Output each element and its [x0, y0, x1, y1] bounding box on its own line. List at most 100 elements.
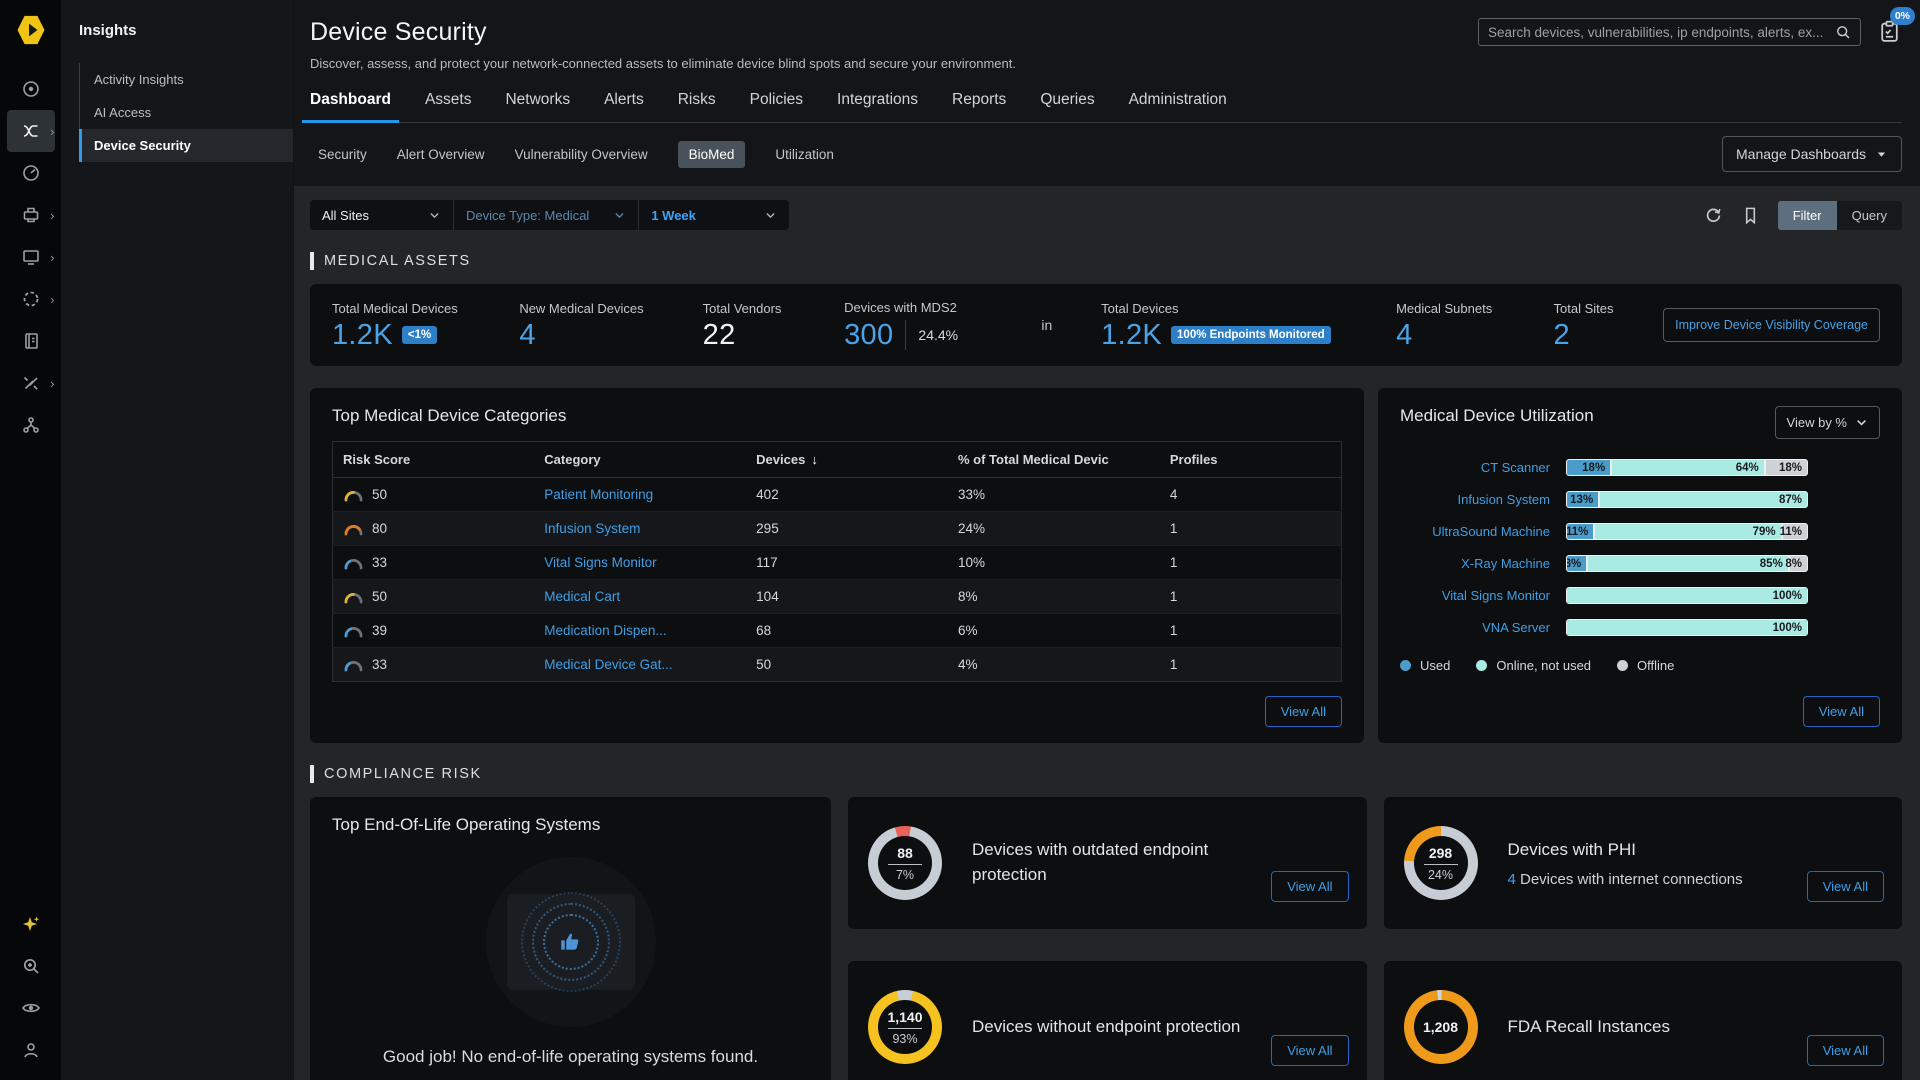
improve-visibility-coverage-button[interactable]: Improve Device Visibility Coverage: [1663, 308, 1880, 342]
page-header: Device Security Discover, assess, and pr…: [294, 0, 1920, 186]
medical-assets-stats: Total Medical Devices1.2K<1%New Medical …: [310, 284, 1902, 366]
subtab-vulnerability-overview[interactable]: Vulnerability Overview: [515, 147, 648, 162]
stat-value-row: 2: [1554, 321, 1664, 350]
category-link[interactable]: Medication Dispen...: [544, 623, 666, 638]
rail-item-ai-sparkle[interactable]: [7, 908, 55, 940]
compliance-card-devices-with-phi: 29824%Devices with PHI4 Devices with int…: [1384, 797, 1903, 929]
chevron-right-icon: ›: [50, 293, 54, 306]
filter-dropdown-2[interactable]: Device Type: Medical: [454, 200, 639, 230]
rail-item-topology[interactable]: [7, 404, 55, 446]
column-header--of-total-medical-devic[interactable]: % of Total Medical Devic: [948, 442, 1160, 478]
risk-score: 50: [343, 588, 524, 605]
donut-card-title: FDA Recall Instances: [1508, 1015, 1671, 1040]
rail-item-insights-flow[interactable]: ›: [7, 110, 55, 152]
filter-button[interactable]: Filter: [1778, 201, 1837, 230]
rail-item-policies[interactable]: [7, 320, 55, 362]
column-header-category[interactable]: Category: [534, 442, 746, 478]
topology-icon: [21, 415, 41, 435]
stacked-bar: 100%: [1566, 587, 1808, 604]
stat-value-row: 1.2K100% Endpoints Monitored: [1101, 321, 1396, 350]
bar-segment-online: 79%: [1593, 524, 1780, 539]
view-all-button[interactable]: View All: [1271, 871, 1348, 902]
stat-total-devices: Total Devices1.2K100% Endpoints Monitore…: [1101, 301, 1396, 350]
stat-badge: <1%: [402, 326, 437, 344]
view-all-button[interactable]: View All: [1807, 871, 1884, 902]
tab-networks[interactable]: Networks: [505, 91, 570, 122]
device-category-link[interactable]: Infusion System: [1400, 492, 1550, 507]
rail-item-gauge[interactable]: [7, 152, 55, 194]
filter-dropdown-3[interactable]: 1 Week: [639, 200, 789, 230]
rail-item-radar[interactable]: [7, 68, 55, 110]
view-all-button[interactable]: View All: [1271, 1035, 1348, 1066]
risk-gauge-icon: [343, 520, 364, 537]
category-link[interactable]: Medical Cart: [544, 589, 620, 604]
dashboard-subtab-row: Security Alert Overview Vulnerability Over…: [310, 123, 1902, 186]
search-icon[interactable]: [1835, 24, 1851, 40]
subtab-alert-overview[interactable]: Alert Overview: [397, 147, 485, 162]
percent-cell: 6%: [948, 614, 1160, 648]
stat-value: 22: [703, 321, 736, 350]
tab-assets[interactable]: Assets: [425, 91, 472, 122]
tab-alerts[interactable]: Alerts: [604, 91, 644, 122]
rail-item-visibility-eye[interactable]: [7, 992, 55, 1024]
tab-risks[interactable]: Risks: [678, 91, 716, 122]
rail-item-tools[interactable]: ›: [7, 362, 55, 404]
device-category-link[interactable]: Vital Signs Monitor: [1400, 588, 1550, 603]
donut-value: 1,140: [887, 1009, 922, 1025]
tab-dashboard[interactable]: Dashboard: [310, 91, 391, 122]
search-input[interactable]: [1488, 25, 1835, 40]
profiles-cell: 1: [1160, 512, 1342, 546]
manage-dashboards-button[interactable]: Manage Dashboards: [1722, 136, 1902, 172]
rail-item-devices[interactable]: ›: [7, 194, 55, 236]
bookmark-icon[interactable]: [1741, 206, 1760, 225]
sidebar-item-activity-insights[interactable]: Activity Insights: [79, 63, 293, 96]
column-header-devices[interactable]: Devices↓: [746, 442, 948, 478]
category-link[interactable]: Medical Device Gat...: [544, 657, 672, 672]
donut-card-info: FDA Recall Instances: [1508, 1015, 1671, 1040]
subtab-security[interactable]: Security: [318, 147, 367, 162]
view-all-button[interactable]: View All: [1807, 1035, 1884, 1066]
refresh-icon[interactable]: [1704, 206, 1723, 225]
brand-logo[interactable]: [13, 12, 49, 48]
tab-policies[interactable]: Policies: [750, 91, 803, 122]
section-title: MEDICAL ASSETS: [324, 253, 471, 269]
filter-dropdown-1[interactable]: All Sites: [310, 200, 454, 230]
table-row: 50Medical Cart1048%1: [333, 580, 1342, 614]
category-link[interactable]: Patient Monitoring: [544, 487, 653, 502]
tab-integrations[interactable]: Integrations: [837, 91, 918, 122]
rail-item-advanced-search[interactable]: [7, 950, 55, 982]
subtab-biomed[interactable]: BioMed: [678, 141, 746, 168]
device-category-link[interactable]: UltraSound Machine: [1400, 524, 1550, 539]
tab-administration[interactable]: Administration: [1129, 91, 1227, 122]
subtab-utilization[interactable]: Utilization: [775, 147, 834, 162]
column-header-profiles[interactable]: Profiles: [1160, 442, 1342, 478]
view-by-dropdown[interactable]: View by %: [1775, 406, 1880, 439]
risk-gauge-icon: [343, 486, 364, 503]
utilization-card: Medical Device Utilization View by % CT …: [1378, 388, 1902, 743]
dashboard-subtabs: Security Alert Overview Vulnerability Over…: [318, 141, 834, 168]
card-title: Medical Device Utilization: [1400, 406, 1594, 426]
tab-reports[interactable]: Reports: [952, 91, 1006, 122]
tab-queries[interactable]: Queries: [1040, 91, 1094, 122]
rail-item-user[interactable]: [7, 1034, 55, 1066]
category-link[interactable]: Vital Signs Monitor: [544, 555, 656, 570]
rail-item-segmentation[interactable]: ›: [7, 278, 55, 320]
stat-medical-subnets: Medical Subnets4: [1396, 301, 1553, 350]
view-all-button[interactable]: View All: [1265, 696, 1342, 727]
rail-item-displays[interactable]: ›: [7, 236, 55, 278]
chevron-down-icon: [1855, 416, 1868, 429]
device-category-link[interactable]: VNA Server: [1400, 620, 1550, 635]
category-link[interactable]: Infusion System: [544, 521, 640, 536]
donut-chart: 29824%: [1404, 826, 1478, 900]
query-button[interactable]: Query: [1837, 201, 1902, 230]
view-all-button[interactable]: View All: [1803, 696, 1880, 727]
internet-connections-link[interactable]: 4 Devices with internet connections: [1508, 871, 1743, 888]
device-category-link[interactable]: X-Ray Machine: [1400, 556, 1550, 571]
stats-connector-label: in: [1041, 317, 1101, 333]
sidebar-item-device-security[interactable]: Device Security: [79, 129, 293, 162]
sidebar-item-ai-access[interactable]: AI Access: [79, 96, 293, 129]
stat-label: Devices with MDS2: [844, 300, 1041, 315]
setup-checklist-button[interactable]: 0%: [1877, 19, 1902, 44]
column-header-risk-score[interactable]: Risk Score: [333, 442, 535, 478]
device-category-link[interactable]: CT Scanner: [1400, 460, 1550, 475]
